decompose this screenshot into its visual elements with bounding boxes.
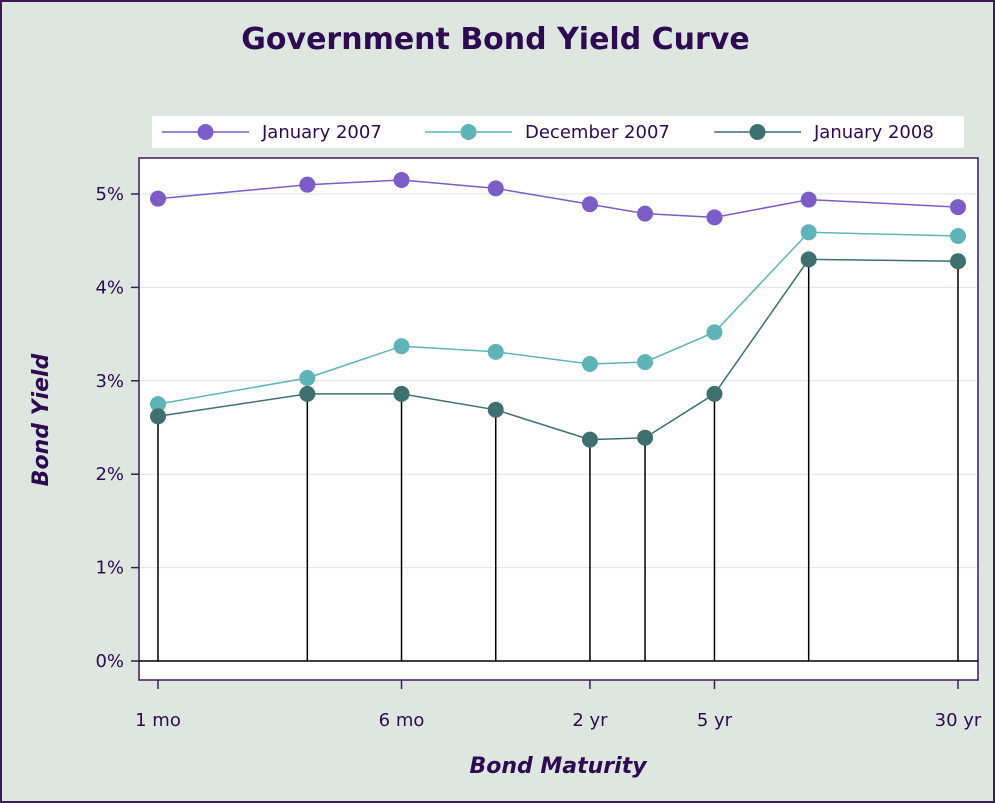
data-point: December 2007: 3.37% <box>393 338 410 355</box>
legend-label: January 2008 <box>813 122 934 143</box>
data-point: January 2008: 4.3% <box>800 251 817 268</box>
data-point: December 2007: 3.31% <box>487 343 504 360</box>
data-point: December 2007: 4.59% <box>800 224 817 241</box>
plot-area <box>138 157 979 681</box>
data-point: January 2008: 2.86% <box>393 385 410 402</box>
data-point: January 2007: 4.86% <box>950 199 966 216</box>
x-tick-label: 30 yr <box>935 710 982 731</box>
y-axis-title: Bond Yield <box>29 353 54 486</box>
x-axis: 1 mo 6 mo 2 yr 5 yr 30 yr <box>135 680 982 731</box>
legend: January 2007 December 2007 January 2008 <box>162 122 934 143</box>
y-tick-label: 3% <box>95 371 124 392</box>
data-point: January 2008: 2.62% <box>150 408 166 425</box>
data-point: December 2007: 2.75% <box>150 396 166 413</box>
y-tick-label: 0% <box>95 651 124 672</box>
y-axis: 0% 1% 2% 3% 4% 5% <box>95 184 139 672</box>
data-point: January 2007: 5.1% <box>299 176 316 193</box>
legend-marker <box>749 124 766 140</box>
data-point: January 2007: 4.75% <box>706 209 723 226</box>
y-tick-label: 2% <box>95 464 124 485</box>
data-point: December 2007: 4.55% <box>950 228 966 245</box>
legend-marker <box>197 124 214 140</box>
data-point: January 2007: 4.95% <box>150 190 166 207</box>
x-axis-title: Bond Maturity <box>469 754 648 779</box>
data-point: January 2008: 4.28% <box>950 253 966 270</box>
x-tick-label: 5 yr <box>697 710 733 731</box>
chart-title: Government Bond Yield Curve <box>241 22 750 57</box>
series-group: January 2007: 4.95% January 2007: 5.1% Jan… <box>150 171 966 448</box>
data-point: January 2007: 4.94% <box>800 191 817 208</box>
drop-lines <box>157 259 959 661</box>
y-tick-label: 1% <box>95 558 124 579</box>
grid <box>140 193 977 569</box>
legend-label: December 2007 <box>525 122 670 143</box>
data-point: December 2007: 3.2% <box>637 354 654 371</box>
data-point: January 2008: 2.39% <box>637 429 654 446</box>
x-tick-label: 6 mo <box>379 710 425 731</box>
y-tick-label: 4% <box>95 277 124 298</box>
legend-marker <box>460 124 477 140</box>
data-point: January 2007: 5.15% <box>393 171 410 188</box>
data-point: December 2007: 3.18% <box>581 355 598 372</box>
legend-label: January 2007 <box>261 122 382 143</box>
data-point: January 2007: 5.06% <box>487 180 504 197</box>
data-point: December 2007: 3.52% <box>706 324 723 341</box>
x-tick-label: 2 yr <box>572 710 608 731</box>
data-point: December 2007: 3.03% <box>299 369 316 386</box>
data-point: January 2007: 4.89% <box>581 196 598 213</box>
data-point: January 2007: 4.79% <box>637 205 654 222</box>
y-tick-label: 5% <box>95 184 124 205</box>
x-tick-label: 1 mo <box>135 710 181 731</box>
data-point: January 2008: 2.86% <box>299 385 316 402</box>
legend-box <box>152 116 964 148</box>
data-point: January 2008: 2.86% <box>706 385 723 402</box>
data-point: January 2008: 2.69% <box>487 401 504 418</box>
data-point: January 2008: 2.37% <box>581 431 598 448</box>
